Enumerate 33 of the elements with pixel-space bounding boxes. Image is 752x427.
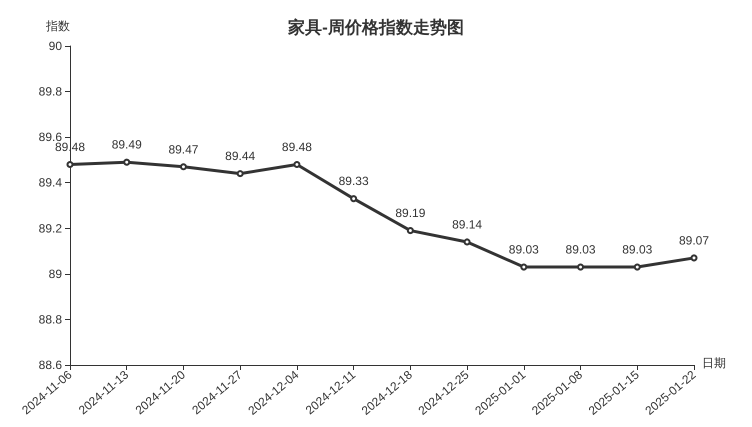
data-label: 89.47 [168,142,199,156]
data-label: 89.19 [395,206,426,220]
point [350,195,358,202]
data-label: 89.49 [112,138,142,152]
y-tick-label: 88.6 [38,358,62,372]
data-label: 89.07 [678,233,710,248]
chart-title: 家具-周价格指数走势图 [287,18,464,37]
data-label: 89.33 [338,174,369,188]
y-axis-title: 指数 [45,19,70,33]
y-tick-label: 89.2 [38,221,62,236]
data-label: 89.48 [282,140,312,154]
data-label: 89.14 [452,217,482,232]
point [236,170,244,178]
point [690,254,698,262]
point [180,163,187,170]
point [123,158,130,166]
point [464,238,471,246]
point [520,264,528,271]
y-tick-label: 88.8 [38,312,62,326]
x-axis-title: 日期 [702,356,726,370]
y-tick-label: 90 [48,39,62,53]
point [66,160,74,168]
data-label: 89.44 [225,149,256,164]
data-label: 89.03 [508,242,540,257]
data-label: 89.03 [622,242,653,257]
point [406,227,414,234]
y-tick-label: 89.4 [38,176,62,190]
point [577,264,584,271]
point [634,264,641,271]
point [293,160,300,168]
y-tick-label: 89.8 [38,84,62,99]
data-label: 89.03 [566,242,596,257]
y-tick-label: 89 [48,266,62,281]
